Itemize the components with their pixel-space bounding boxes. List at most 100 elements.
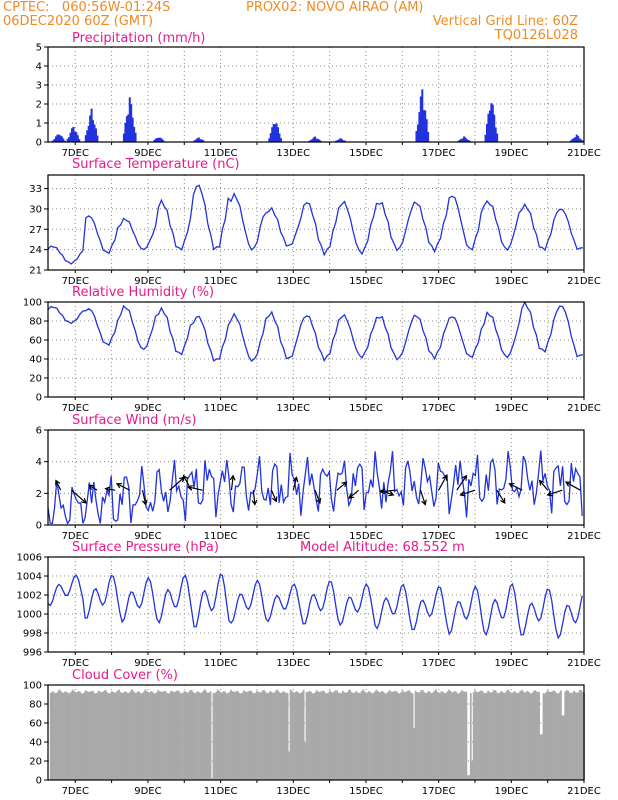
humidity-xtick-label: 7DEC xyxy=(62,403,89,414)
precip-bar xyxy=(93,124,96,142)
precip-bar xyxy=(315,138,318,142)
cloud-bar xyxy=(355,691,357,780)
cloud-bar xyxy=(360,691,363,780)
precip-bar xyxy=(127,114,130,142)
cloud-bar xyxy=(103,690,106,780)
cloud-bar xyxy=(266,693,269,780)
cloud-bar xyxy=(286,692,289,780)
humidity-xtick-label: 15DEC xyxy=(349,403,383,414)
cloud-bar xyxy=(142,691,145,780)
cloud-bar xyxy=(200,692,203,780)
cloud-bar xyxy=(401,690,404,780)
cloud-bar xyxy=(321,690,324,780)
precip-bar xyxy=(458,139,461,142)
cloud-bar xyxy=(273,692,276,780)
precip-ytick-label: 4 xyxy=(36,62,42,73)
cloud-bar xyxy=(356,692,359,780)
wind-vector-head xyxy=(229,474,236,481)
cloud-bar xyxy=(122,692,125,780)
cloud-ytick-label: 40 xyxy=(29,738,42,749)
cloud-bar xyxy=(263,690,266,780)
wind-vector-head xyxy=(186,485,194,491)
cloud-bar xyxy=(278,691,280,780)
temp-frame xyxy=(47,174,585,271)
cloud-bar xyxy=(64,691,67,780)
precip-xtick-label: 7DEC xyxy=(62,148,89,159)
cloud-frame xyxy=(47,684,585,781)
wind-vector-head xyxy=(115,482,122,489)
wind-vector-head xyxy=(421,499,427,506)
cloud-bar xyxy=(260,691,263,780)
cloud-bar xyxy=(184,691,187,780)
cloud-title: Cloud Cover (%) xyxy=(72,668,178,683)
cloud-bar xyxy=(83,692,86,780)
cloud-bar xyxy=(193,693,196,780)
pressure-xtick-label: 19DEC xyxy=(494,658,528,669)
precip-bar xyxy=(340,139,343,142)
cloud-bar xyxy=(215,691,218,780)
pressure-xtick-label: 17DEC xyxy=(422,658,456,669)
cloud-bar xyxy=(311,693,314,780)
precip-bar xyxy=(488,110,491,142)
cloud-bar xyxy=(381,691,383,780)
cloud-bar xyxy=(305,691,308,780)
cloud-bar xyxy=(160,691,163,780)
cloud-bar xyxy=(257,691,260,780)
precip-bar xyxy=(84,135,87,142)
precip-bar xyxy=(94,128,97,142)
cloud-bar xyxy=(216,689,219,780)
wind-ytick-label: 6 xyxy=(36,426,42,437)
cloud-ytick-label: 80 xyxy=(29,700,42,711)
wind-vector xyxy=(105,487,116,491)
cloud-bar xyxy=(324,692,327,780)
precip-bar xyxy=(278,133,281,142)
cloud-bar xyxy=(474,690,477,780)
cloud-bar xyxy=(539,734,542,780)
wind-vector-head xyxy=(141,499,148,506)
precip-bar xyxy=(427,132,430,142)
precip-bar xyxy=(162,140,165,142)
cloud-bar xyxy=(491,691,494,780)
cloud-bar xyxy=(503,692,506,780)
wind-xtick-label: 13DEC xyxy=(276,531,310,542)
temp-xtick-label: 9DEC xyxy=(134,276,161,287)
cloud-bar xyxy=(195,692,197,780)
precip-bar xyxy=(59,135,62,142)
cloud-bar xyxy=(530,693,533,780)
pressure-xtick-label: 7DEC xyxy=(62,658,89,669)
precip-bar xyxy=(197,137,200,142)
cloud-bar xyxy=(379,692,382,780)
precip-bar xyxy=(421,89,424,142)
wind-vector-head xyxy=(315,497,322,505)
precip-bar xyxy=(569,140,572,142)
precip-bar xyxy=(311,139,314,142)
temp-ytick-label: 27 xyxy=(29,225,42,236)
humidity-ytick-label: 100 xyxy=(23,298,42,309)
cloud-bar xyxy=(426,692,429,780)
cloud-bar xyxy=(308,691,311,780)
cloud-bar xyxy=(420,690,423,780)
cloud-bar xyxy=(155,692,158,780)
cloud-bar xyxy=(557,693,559,780)
precip-bar xyxy=(154,138,157,142)
cloud-bar xyxy=(347,690,350,780)
pressure-line xyxy=(47,573,583,640)
precip-bar xyxy=(418,112,421,142)
cloud-bar xyxy=(395,691,398,780)
humidity-title: Relative Humidity (%) xyxy=(72,285,214,300)
cloud-bar xyxy=(163,690,165,780)
precip-bar xyxy=(78,139,81,142)
cloud-bar xyxy=(80,693,83,780)
cloud-bar xyxy=(89,691,91,780)
cloud-bar xyxy=(227,693,229,780)
precip-bar xyxy=(465,139,468,142)
precip-bar xyxy=(342,140,345,142)
cloud-bar xyxy=(267,692,270,780)
precip-bar xyxy=(92,120,95,142)
cloud-bar xyxy=(330,691,333,780)
precip-bar xyxy=(419,96,422,142)
cloud-bar xyxy=(375,689,378,780)
cloud-bar xyxy=(102,691,104,780)
cloud-bar xyxy=(435,689,437,780)
precip-bar xyxy=(90,108,93,142)
